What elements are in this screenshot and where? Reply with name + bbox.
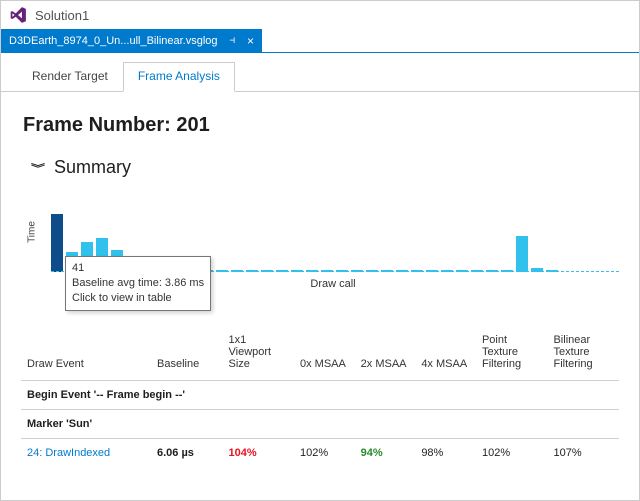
content-area: Render Target Frame Analysis Frame Numbe… (1, 53, 639, 479)
cell-msaa4: 98% (415, 439, 476, 468)
col-msaa2: 2x MSAA (355, 330, 416, 381)
col-bifilter: Bilinear Texture Filtering (547, 330, 619, 381)
document-tab[interactable]: D3DEarth_8974_0_Un...ull_Bilinear.vsglog… (1, 29, 262, 53)
tooltip-line2: Baseline avg time: 3.86 ms (72, 276, 204, 291)
frame-number-title: Frame Number: 201 (23, 114, 619, 137)
section-frame-begin: Begin Event '-- Frame begin --' (21, 381, 619, 410)
col-ptfilter: Point Texture Filtering (476, 330, 548, 381)
tab-frame-analysis[interactable]: Frame Analysis (123, 62, 235, 92)
cell-viewport: 104% (229, 447, 257, 459)
cell-msaa2: 94% (361, 447, 383, 459)
draw-event-link[interactable]: 24: DrawIndexed (27, 447, 110, 459)
vs-logo-icon (9, 6, 27, 24)
cell-baseline: 6.06 µs (157, 447, 194, 459)
summary-label: Summary (54, 157, 131, 178)
tooltip-line1: 41 (72, 261, 204, 276)
table-row[interactable]: 24: DrawIndexed 6.06 µs 104% 102% 94% 98… (21, 439, 619, 468)
cell-bifilter: 107% (547, 439, 619, 468)
chart-tooltip: 41 Baseline avg time: 3.86 ms Click to v… (65, 256, 211, 311)
document-tab-strip: D3DEarth_8974_0_Un...ull_Bilinear.vsglog… (1, 29, 639, 53)
summary-header[interactable]: ︾ Summary (31, 157, 619, 178)
tooltip-line3: Click to view in table (72, 291, 204, 306)
collapse-icon[interactable]: ︾ (31, 163, 40, 173)
frame-analysis-page: Frame Number: 201 ︾ Summary Time Draw ca… (1, 92, 639, 479)
cell-msaa0: 102% (294, 439, 355, 468)
col-baseline: Baseline (151, 330, 223, 381)
col-msaa0: 0x MSAA (294, 330, 355, 381)
solution-name: Solution1 (35, 8, 89, 23)
chart-bar[interactable] (51, 214, 63, 272)
close-icon[interactable]: × (247, 35, 254, 47)
chart-bar[interactable] (516, 236, 528, 272)
section-marker-sun: Marker 'Sun' (21, 410, 619, 439)
document-tab-label: D3DEarth_8974_0_Un...ull_Bilinear.vsglog (9, 35, 218, 47)
table-header-row: Draw Event Baseline 1x1 Viewport Size 0x… (21, 330, 619, 381)
time-chart: Time Draw call 41 Baseline avg time: 3.8… (21, 192, 619, 290)
col-viewport: 1x1 Viewport Size (223, 330, 295, 381)
pin-icon[interactable]: ⊣ (230, 36, 235, 46)
analysis-table: Draw Event Baseline 1x1 Viewport Size 0x… (21, 330, 619, 467)
y-axis-label: Time (26, 221, 37, 243)
col-msaa4: 4x MSAA (415, 330, 476, 381)
cell-ptfilter: 102% (476, 439, 548, 468)
title-bar: Solution1 (1, 1, 639, 29)
inner-tab-strip: Render Target Frame Analysis (1, 53, 639, 92)
tab-render-target[interactable]: Render Target (17, 62, 123, 92)
col-draw-event: Draw Event (21, 330, 151, 381)
